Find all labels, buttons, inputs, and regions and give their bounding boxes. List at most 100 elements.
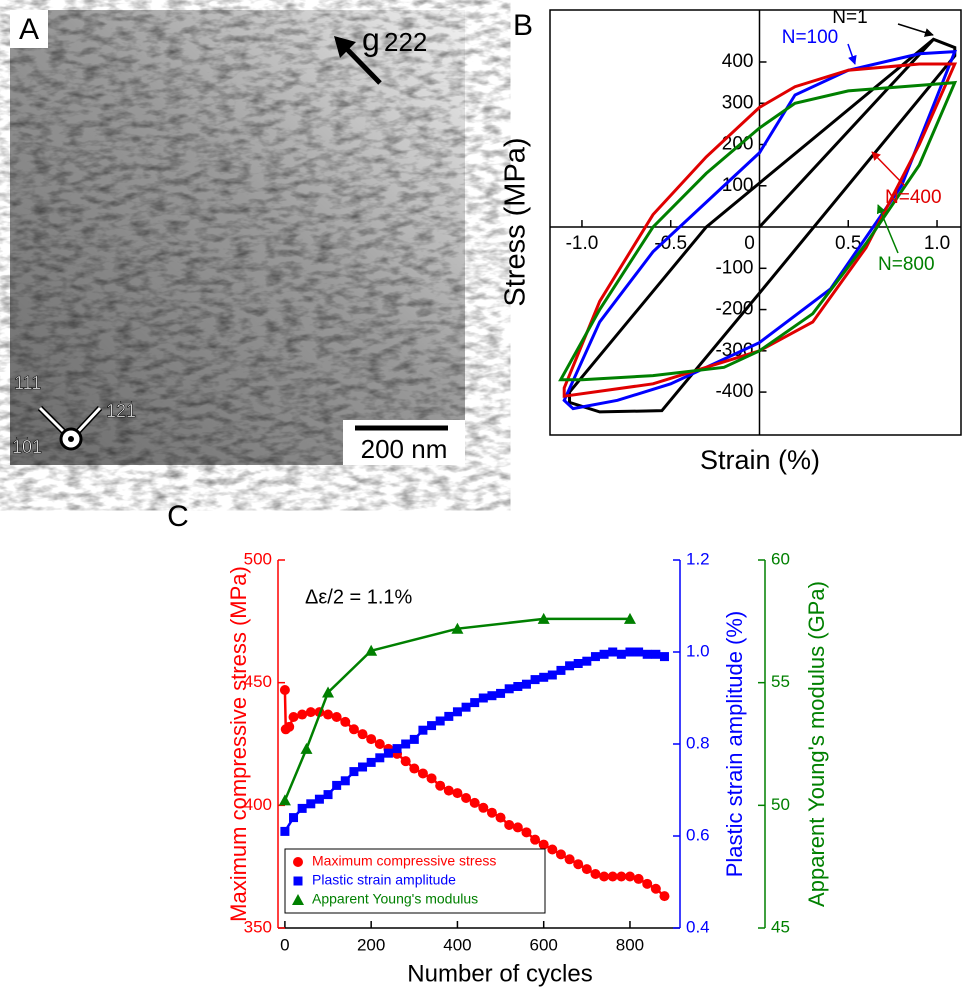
data-point <box>300 742 313 754</box>
data-point <box>581 864 592 875</box>
data-point <box>444 711 454 721</box>
y2-tick-label: 0.4 <box>686 917 710 936</box>
g-arrow-head <box>334 36 356 58</box>
y2-axis-title: Plastic strain amplitude (%) <box>722 611 747 878</box>
y2-tick-label: 1.2 <box>686 549 710 568</box>
y3-tick-label: 50 <box>771 795 790 814</box>
x-tick-label: 600 <box>530 935 558 954</box>
data-point <box>608 647 618 657</box>
data-point <box>314 794 324 804</box>
series-label: N=400 <box>885 187 942 208</box>
y-tick-label: 300 <box>722 92 754 113</box>
y-tick-label: 400 <box>722 51 754 72</box>
data-point <box>401 739 411 749</box>
data-point <box>590 652 600 662</box>
y-tick-label: 450 <box>244 672 272 691</box>
data-point <box>564 854 575 865</box>
data-point <box>418 725 428 735</box>
data-point <box>357 729 368 740</box>
data-point <box>470 698 480 708</box>
data-point <box>452 788 463 799</box>
data-point <box>624 871 635 882</box>
data-point <box>417 768 428 779</box>
data-point <box>623 612 636 624</box>
panel-label: B <box>513 9 533 42</box>
data-point <box>297 709 308 720</box>
x-tick-label: 0 <box>280 935 289 954</box>
data-point <box>409 734 419 744</box>
data-point <box>451 622 464 634</box>
series-line <box>562 62 958 398</box>
data-point <box>435 716 445 726</box>
data-point <box>659 891 670 902</box>
y-tick-label: -200 <box>715 299 753 320</box>
data-point <box>331 712 342 723</box>
data-point <box>427 721 437 731</box>
data-point <box>521 827 532 838</box>
x-tick-label: 0 <box>744 233 755 254</box>
legend-label: Plastic strain amplitude <box>312 872 456 888</box>
data-point <box>426 773 437 784</box>
data-point <box>495 812 506 823</box>
data-point <box>487 691 497 701</box>
y2-tick-label: 0.8 <box>686 733 710 752</box>
data-point <box>279 685 290 696</box>
series-line <box>558 80 958 382</box>
x-tick-label: 800 <box>616 935 644 954</box>
data-point <box>556 665 566 675</box>
legend-box <box>284 848 546 914</box>
data-point <box>443 785 454 796</box>
label-box <box>10 10 48 48</box>
data-point <box>565 661 575 671</box>
data-point <box>530 834 541 845</box>
data-point <box>478 693 488 703</box>
x-axis-title: Number of cycles <box>407 960 592 987</box>
data-point <box>375 753 385 763</box>
x-axis-title: Strain (%) <box>700 445 820 475</box>
data-point <box>573 659 583 668</box>
y-tick-label: 350 <box>244 917 272 936</box>
data-point <box>530 675 540 685</box>
micrograph-texture <box>10 10 465 465</box>
data-point <box>340 776 350 786</box>
series-label: N=1 <box>832 7 867 28</box>
g-vector: g <box>362 21 380 57</box>
data-point <box>504 819 515 830</box>
data-point <box>573 859 584 870</box>
x-tick-label: 1.0 <box>924 233 950 254</box>
data-point <box>651 649 661 659</box>
series-label: N=800 <box>878 254 935 275</box>
callout-arrow <box>876 204 899 254</box>
y3-tick-label: 45 <box>771 917 790 936</box>
micrograph-panel: A g 222 111 12̅1 1̅01 200 nm <box>10 10 465 465</box>
series-label: N=100 <box>782 27 839 48</box>
data-point <box>366 734 377 745</box>
data-point <box>599 871 610 882</box>
callout-arrow <box>847 43 857 65</box>
direction-label: 12̅1 <box>106 401 136 421</box>
direction-label: 111 <box>14 373 41 393</box>
callout-arrow <box>897 23 934 37</box>
data-point <box>625 647 635 657</box>
data-point <box>634 647 644 657</box>
legend-label: Apparent Young's modulus <box>312 891 478 907</box>
y2-tick-label: 1.0 <box>686 641 710 660</box>
data-point <box>539 672 549 682</box>
y-tick-label: 500 <box>244 549 272 568</box>
data-point <box>616 649 626 659</box>
data-point <box>538 839 549 850</box>
data-point <box>340 716 351 727</box>
data-point <box>590 869 601 880</box>
data-point <box>547 844 558 855</box>
data-point <box>284 721 295 732</box>
g-index: 222 <box>384 27 427 57</box>
data-point <box>289 813 299 823</box>
data-point <box>305 707 316 718</box>
data-point <box>486 807 497 818</box>
data-point <box>278 794 291 806</box>
data-point <box>642 878 653 889</box>
x-tick-label: -1.0 <box>566 233 599 254</box>
y-tick-label: -400 <box>715 381 753 402</box>
zone-axis-dot <box>68 436 74 442</box>
